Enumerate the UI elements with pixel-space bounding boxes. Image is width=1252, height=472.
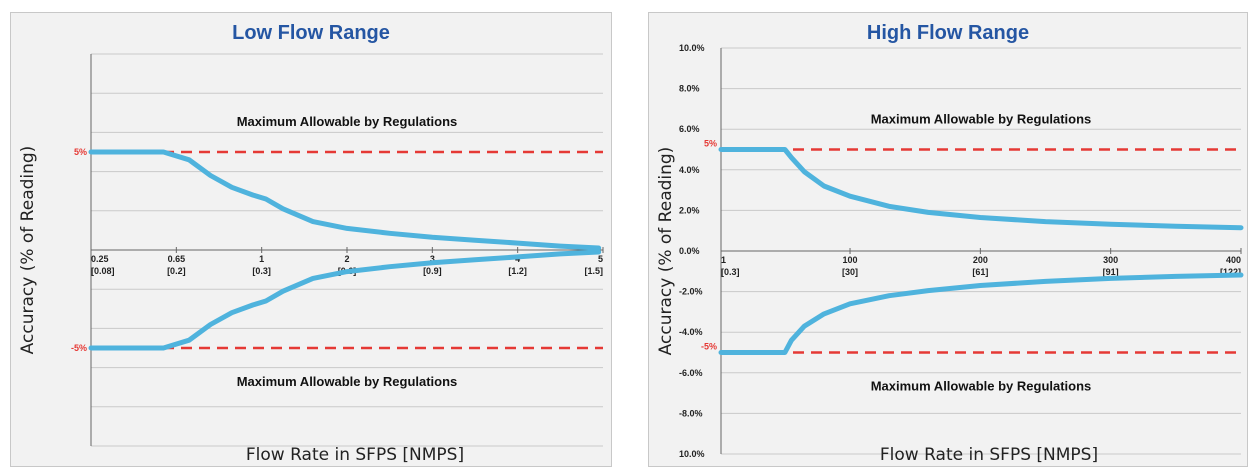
limit-label: -5%: [71, 343, 87, 353]
accuracy-lower-curve: [718, 272, 1244, 355]
x-tick-sublabel: [0.2]: [167, 266, 186, 276]
x-tick-sublabel: [61]: [972, 267, 988, 277]
x-tick-sublabel: [0.3]: [721, 267, 740, 277]
y-tick-label: 10.0%: [679, 449, 705, 459]
y-tick-label: -6.0%: [679, 368, 703, 378]
x-tick-label: 200: [973, 255, 988, 265]
annotation-lower: Maximum Allowable by Regulations: [871, 379, 1092, 394]
x-axis-title: Flow Rate in SFPS [NMPS]: [246, 445, 464, 465]
low-flow-chart-panel: Low Flow Range 0.25 [0.08] 0.65 [0.2] 1 [0.3] 2…: [10, 12, 612, 467]
y-tick-label: 10.0%: [679, 43, 705, 53]
chart-title: High Flow Range: [867, 22, 1029, 44]
x-tick-label: 2: [344, 254, 349, 264]
high-flow-chart-panel: High Flow Range 1 [0.3] 100 [30] 200 [61] 300 [9…: [648, 12, 1248, 467]
annotation-upper: Maximum Allowable by Regulations: [871, 112, 1092, 127]
x-tick-label: 1: [721, 255, 726, 265]
y-tick-label: 0.0%: [679, 246, 700, 256]
annotation-lower: Maximum Allowable by Regulations: [237, 374, 458, 389]
y-tick-label: 6.0%: [679, 124, 700, 134]
high-flow-chart: High Flow Range 1 [0.3] 100 [30] 200 [61] 300 [9…: [656, 22, 1244, 465]
x-tick-label: 0.25: [91, 254, 109, 264]
x-tick-sublabel: [0.3]: [252, 266, 271, 276]
x-axis-title: Flow Rate in SFPS [NMPS]: [880, 445, 1098, 465]
y-tick-label: -4.0%: [679, 327, 703, 337]
x-tick-sublabel: [0.08]: [91, 266, 115, 276]
x-tick-sublabel: [122]: [1220, 267, 1241, 277]
y-tick-label: 8.0%: [679, 84, 700, 94]
y-axis-title: Accuracy (% of Reading): [656, 147, 676, 356]
low-flow-chart: Low Flow Range 0.25 [0.08] 0.65 [0.2] 1 [0.3] 2…: [18, 22, 604, 465]
accuracy-upper-curve: [88, 149, 602, 251]
y-tick-label: 2.0%: [679, 205, 700, 215]
annotation-upper: Maximum Allowable by Regulations: [237, 114, 458, 129]
x-tick-sublabel: [91]: [1103, 267, 1119, 277]
x-tick-sublabel: [1.5]: [584, 266, 603, 276]
x-tick-label: 0.65: [168, 254, 186, 264]
y-tick-label: -8.0%: [679, 408, 703, 418]
x-tick-label: 5: [598, 254, 603, 264]
accuracy-lower-curve: [88, 249, 602, 351]
limit-label: 5%: [704, 139, 717, 149]
y-tick-label: -2.0%: [679, 287, 703, 297]
y-axis-title: Accuracy (% of Reading): [18, 146, 38, 355]
x-tick-sublabel: [0.9]: [423, 266, 442, 276]
x-tick-label: 100: [843, 255, 858, 265]
x-tick-label: 300: [1103, 255, 1118, 265]
accuracy-upper-curve: [718, 147, 1244, 231]
x-tick-label: 400: [1226, 255, 1241, 265]
x-tick-label: 1: [259, 254, 264, 264]
x-tick-sublabel: [30]: [842, 267, 858, 277]
x-tick-label: 3: [430, 254, 435, 264]
x-tick-sublabel: [1.2]: [508, 266, 527, 276]
limit-label: -5%: [701, 342, 717, 352]
chart-title: Low Flow Range: [232, 22, 390, 44]
limit-label: 5%: [74, 147, 87, 157]
y-tick-label: 4.0%: [679, 165, 700, 175]
